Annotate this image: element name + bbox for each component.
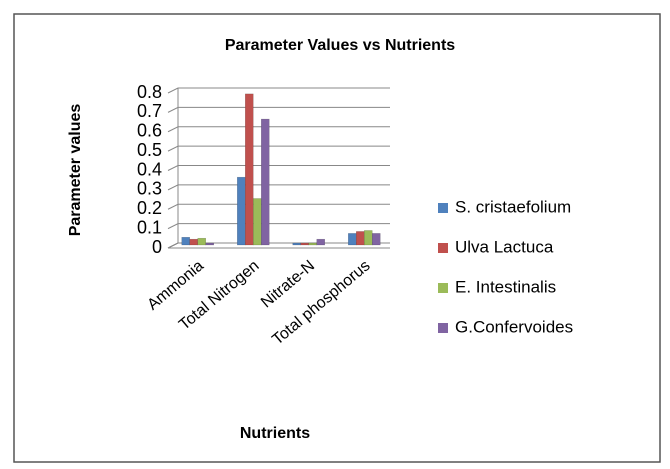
- grid-line: [167, 126, 390, 133]
- legend-swatch: [438, 283, 448, 293]
- grid-line: [167, 223, 390, 230]
- grid-line: [167, 106, 390, 113]
- bar: [261, 118, 270, 246]
- bar: [364, 230, 373, 246]
- y-tick-label: 0.4: [137, 159, 162, 179]
- grid-line: [167, 203, 390, 210]
- legend-label: E. Intestinalis: [455, 277, 556, 296]
- bar: [245, 93, 254, 246]
- y-tick-label: 0: [152, 237, 162, 257]
- legend-label: S. cristaefolium: [455, 197, 571, 216]
- bar: [205, 242, 214, 246]
- legend-swatch: [438, 243, 448, 253]
- y-tick-label: 0.1: [137, 217, 162, 237]
- y-tick-label: 0.6: [137, 121, 162, 141]
- legend-swatch: [438, 203, 448, 213]
- y-tick-label: 0.3: [137, 179, 162, 199]
- bar: [308, 242, 317, 246]
- grid-line: [167, 87, 390, 94]
- bar: [300, 242, 309, 246]
- bar: [356, 231, 365, 246]
- x-axis-label: Nutrients: [240, 425, 310, 442]
- chart-title: Parameter Values vs Nutrients: [225, 37, 455, 54]
- legend-swatch: [438, 323, 448, 333]
- y-tick-label: 0.5: [137, 140, 162, 160]
- y-tick-label: 0.8: [137, 82, 162, 102]
- bar: [253, 198, 262, 246]
- bar: [189, 238, 198, 246]
- legend-label: Ulva Lactuca: [455, 237, 554, 256]
- bar: [181, 237, 190, 246]
- bar: [237, 176, 246, 246]
- grid-line: [167, 165, 390, 171]
- bar: [372, 233, 381, 246]
- y-tick-label: 0.7: [137, 101, 162, 121]
- bar: [197, 237, 206, 246]
- legend-label: G.Confervoides: [455, 317, 573, 336]
- grid-line: [167, 184, 390, 191]
- bar: [316, 238, 325, 246]
- grid-line: [167, 145, 390, 152]
- chart-frame: [13, 13, 661, 463]
- y-axis-label: Parameter values: [67, 104, 84, 237]
- bar: [292, 242, 301, 246]
- bar: [348, 233, 357, 246]
- y-tick-label: 0.2: [137, 198, 162, 218]
